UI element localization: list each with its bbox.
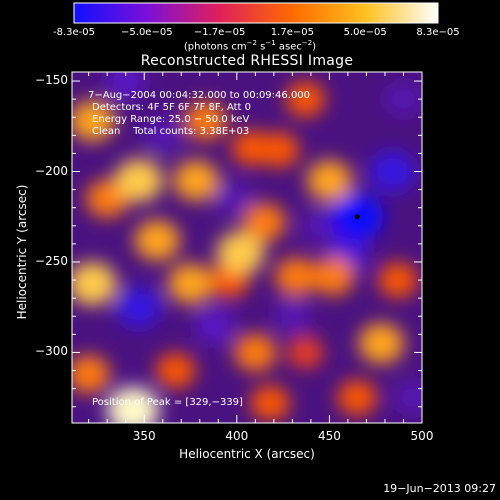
negative-region — [394, 381, 422, 415]
x-tick-label: 400 — [225, 429, 249, 443]
y-tick-label: −250 — [35, 253, 68, 268]
emission-source — [184, 101, 227, 140]
colorbar-tick-label: 8.3e−05 — [416, 27, 460, 38]
colorbar-tick-label: −5.0e−05 — [121, 27, 173, 38]
colorbar-unit-label: (photons cm−2 s−1 asec−2) — [183, 39, 317, 53]
emission-source — [285, 81, 326, 117]
colorbar — [73, 2, 439, 24]
colorbar-tick-label: 1.7e−05 — [270, 27, 314, 38]
emission-source — [155, 352, 196, 389]
colorbar-gradient — [73, 2, 439, 24]
emission-source — [72, 100, 116, 142]
x-tick-label: 450 — [317, 429, 341, 443]
chart-title: Reconstructed RHESSI Image — [140, 53, 354, 69]
emission-source — [337, 379, 377, 416]
emission-source — [216, 231, 265, 275]
emission-source — [72, 261, 117, 306]
emission-source — [306, 160, 353, 201]
min-marker — [354, 214, 360, 220]
emission-source — [243, 203, 286, 242]
negative-region — [105, 72, 146, 99]
emission-source — [358, 322, 404, 364]
y-tick-label: −200 — [35, 163, 68, 178]
y-tick-label: −150 — [35, 73, 68, 88]
plot-frame — [71, 71, 423, 424]
y-axis-label: Heliocentric Y (arcsec) — [15, 184, 29, 320]
energy-range-text: Energy Range: 25.0 − 50.0 keV — [92, 114, 250, 125]
x-tick-label: 350 — [132, 429, 156, 443]
emission-source — [173, 160, 219, 201]
negative-region — [369, 151, 416, 192]
emission-source — [134, 219, 180, 261]
emission-source — [107, 386, 160, 423]
emission-source — [234, 333, 277, 372]
timestamp: 19−Jun−2013 09:27 — [383, 482, 496, 495]
emission-source — [250, 385, 290, 421]
negative-region — [115, 286, 162, 328]
emission-source — [259, 131, 300, 168]
emission-source — [286, 335, 324, 369]
negative-region — [301, 209, 339, 243]
colorbar-tick-label: -8.3e-05 — [53, 27, 95, 38]
peak-position-text: Position of Peak = [329,−339] — [92, 397, 243, 408]
negative-region — [144, 118, 182, 152]
emission-source — [114, 158, 163, 203]
time-range-text: 7−Aug−2004 00:04:32.000 to 00:09:46.000 — [88, 90, 311, 101]
detectors-text: Detectors: 4F 5F 6F 7F 8F, Att 0 — [92, 102, 252, 113]
negative-region — [274, 299, 311, 333]
clean-counts-text: Clean Total counts: 3.38E+03 — [92, 126, 250, 137]
colorbar-tick-label: 5.0e−05 — [343, 27, 387, 38]
colorbar-tick-label: −1.7e−05 — [193, 27, 246, 38]
emission-source — [378, 262, 418, 298]
emission-source — [311, 257, 355, 296]
negative-region — [194, 307, 235, 344]
x-axis-label: Heliocentric X (arcsec) — [179, 447, 315, 461]
negative-region — [385, 82, 422, 116]
negative-region — [214, 182, 252, 216]
emission-source — [72, 355, 110, 394]
emission-source — [274, 257, 318, 296]
y-tick-label: −300 — [35, 344, 68, 359]
emission-source — [167, 263, 214, 305]
x-tick-label: 500 — [410, 429, 434, 443]
